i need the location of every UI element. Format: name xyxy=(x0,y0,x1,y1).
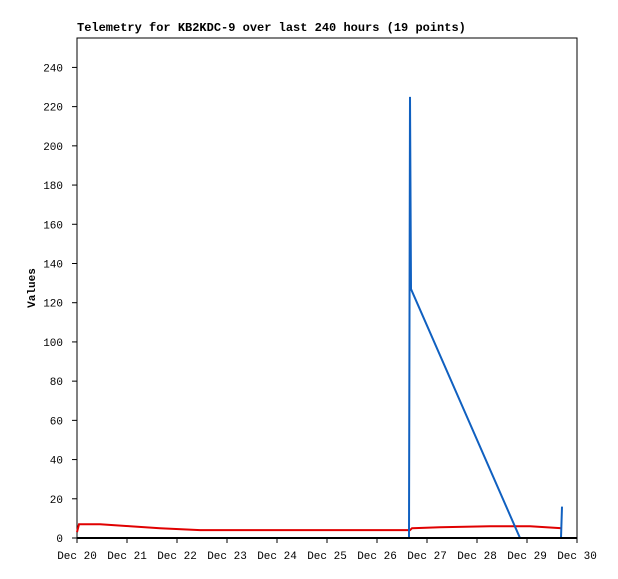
y-tick-label: 140 xyxy=(43,259,63,271)
data-line xyxy=(77,96,563,539)
y-tick-label: 200 xyxy=(43,142,63,154)
x-tick-label: Dec 28 xyxy=(457,551,497,563)
x-tick-label: Dec 25 xyxy=(307,551,347,563)
x-tick-label: Dec 22 xyxy=(157,551,197,563)
y-tick-label: 40 xyxy=(50,456,63,468)
plot-frame xyxy=(76,37,578,539)
x-tick-label: Dec 21 xyxy=(107,551,147,563)
y-tick-label: 180 xyxy=(43,181,63,193)
y-tick-label: 240 xyxy=(43,63,63,75)
x-tick-label: Dec 26 xyxy=(357,551,397,563)
chart-title: Telemetry for KB2KDC-9 over last 240 hou… xyxy=(77,21,466,35)
x-tick-label: Dec 30 xyxy=(557,551,597,563)
y-tick-label: 120 xyxy=(43,299,63,311)
x-tick-label: Dec 23 xyxy=(207,551,247,563)
data-line xyxy=(76,523,563,533)
y-tick-label: 100 xyxy=(43,338,63,350)
y-axis-label: Values xyxy=(27,268,39,308)
y-tick-label: 160 xyxy=(43,220,63,232)
x-tick-label: Dec 20 xyxy=(57,551,97,563)
x-tick-label: Dec 24 xyxy=(257,551,297,563)
y-tick-label: 0 xyxy=(56,534,63,546)
x-tick-label: Dec 29 xyxy=(507,551,547,563)
y-tick-label: 20 xyxy=(50,495,63,507)
x-tick-label: Dec 27 xyxy=(407,551,447,563)
y-tick-label: 80 xyxy=(50,377,63,389)
y-tick-label: 220 xyxy=(43,103,63,115)
y-tick-label: 60 xyxy=(50,416,63,428)
